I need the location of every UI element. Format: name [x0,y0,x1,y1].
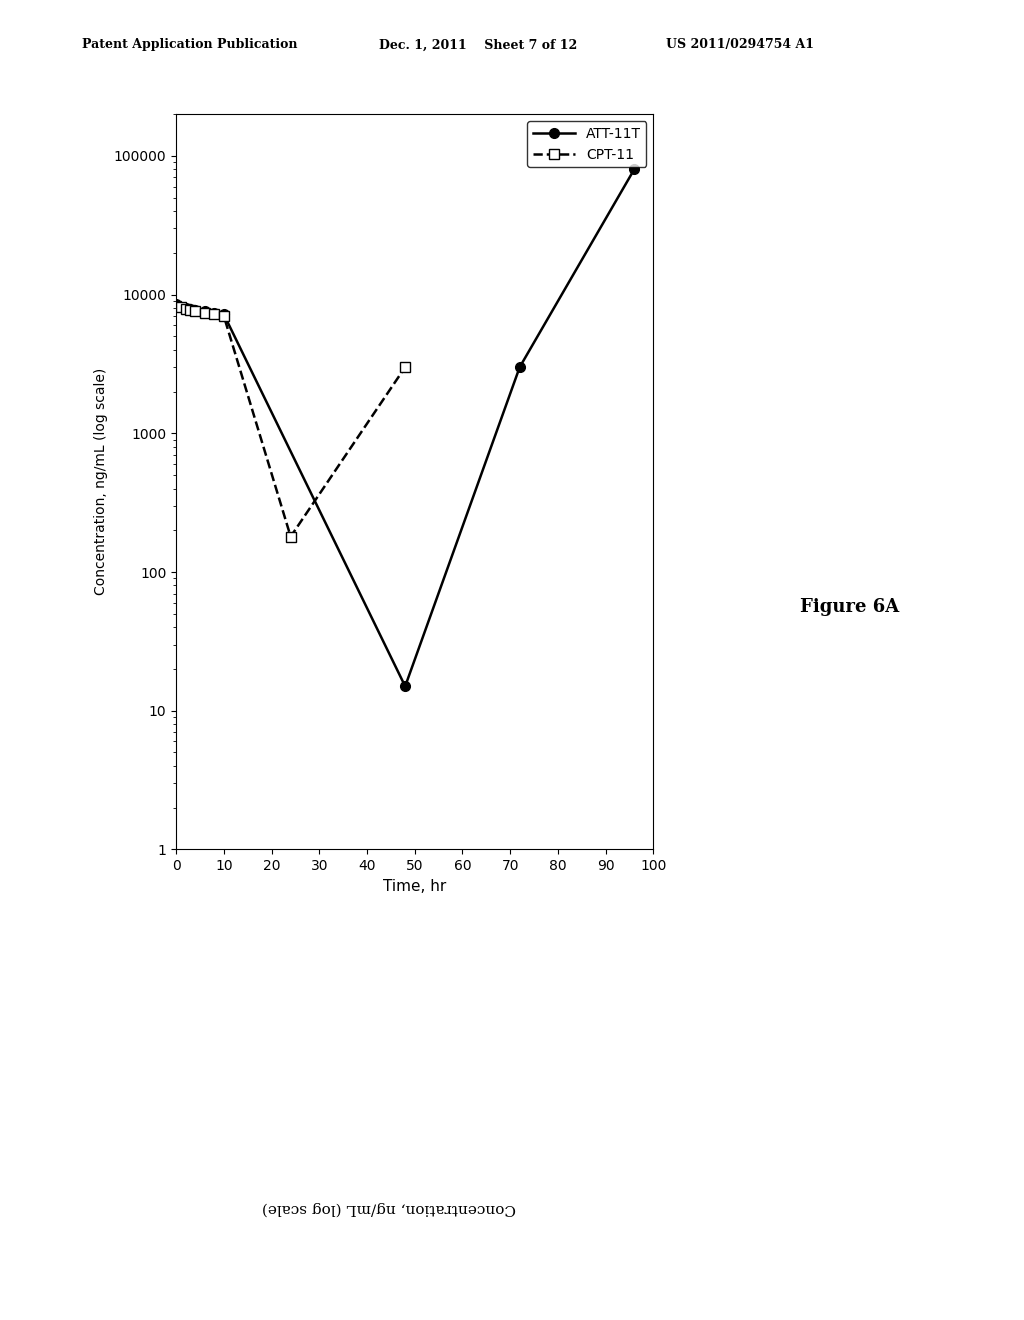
Legend: ATT-11T, CPT-11: ATT-11T, CPT-11 [527,121,646,168]
CPT-11 [170,298,182,314]
ATT-11T [175,298,187,314]
X-axis label: Time, hr: Time, hr [383,879,446,894]
ATT-11T [514,359,526,375]
CPT-11 [179,301,191,317]
CPT-11 [218,308,230,323]
ATT-11T [399,678,412,694]
ATT-11T [208,305,220,321]
CPT-11 [399,359,412,375]
ATT-11T [218,306,230,322]
Text: Concentration, ng/mL (log scale): Concentration, ng/mL (log scale) [262,1201,516,1214]
CPT-11 [175,300,187,315]
CPT-11 [189,304,202,319]
ATT-11T [628,161,640,177]
Text: Patent Application Publication: Patent Application Publication [82,38,297,51]
ATT-11T [199,304,211,319]
ATT-11T [184,301,197,317]
ATT-11T [179,300,191,315]
ATT-11T [170,297,182,313]
CPT-11 [285,529,297,545]
Line: CPT-11: CPT-11 [171,301,410,541]
ATT-11T [189,302,202,318]
CPT-11 [208,306,220,322]
Text: Figure 6A: Figure 6A [801,598,899,616]
CPT-11 [199,305,211,321]
Line: ATT-11T: ATT-11T [171,165,639,692]
Y-axis label: Concentration, ng/mL (log scale): Concentration, ng/mL (log scale) [94,368,109,595]
Text: US 2011/0294754 A1: US 2011/0294754 A1 [666,38,814,51]
CPT-11 [184,302,197,318]
Text: Dec. 1, 2011    Sheet 7 of 12: Dec. 1, 2011 Sheet 7 of 12 [379,38,578,51]
